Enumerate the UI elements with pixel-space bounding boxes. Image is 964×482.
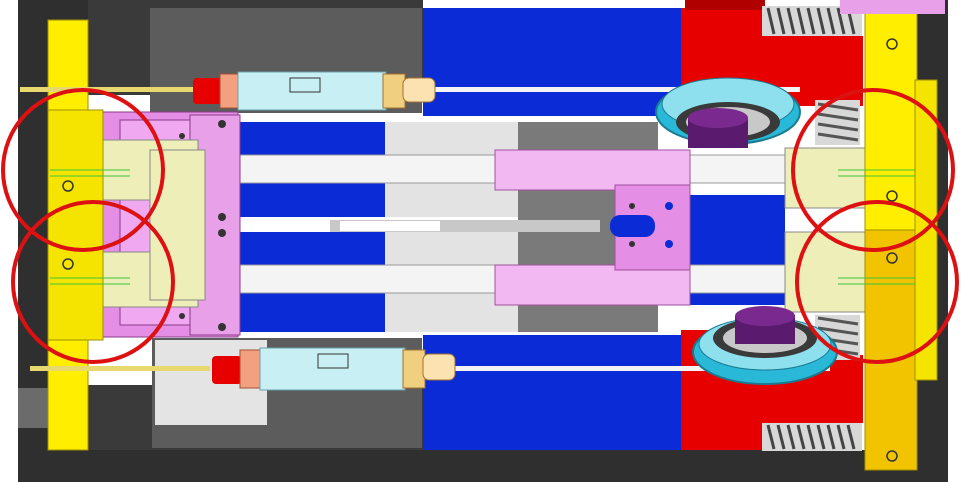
gas-spring-bottom	[30, 347, 830, 391]
blue-block-top	[423, 8, 681, 116]
highlight-circle-right-lower	[795, 200, 959, 364]
pink-slider-block	[494, 149, 691, 306]
coil-spring-bottom	[762, 423, 862, 451]
frame-bottom	[18, 450, 948, 482]
highlight-circle-left-lower	[11, 200, 175, 364]
guide-roller-top	[655, 77, 801, 148]
highlight-circle-right-upper	[791, 88, 955, 252]
highlight-circle-left-upper	[1, 88, 165, 252]
gas-spring-top	[20, 71, 800, 111]
left-cream-web	[149, 149, 206, 301]
red-pocket-top	[685, 0, 765, 10]
guide-roller-bottom	[692, 306, 838, 385]
blue-block-bottom	[423, 335, 681, 450]
right-yellow-plate	[838, 7, 938, 471]
highlight-circles	[1, 88, 959, 364]
central-rail-white	[340, 221, 440, 231]
pink-corner-top-right	[840, 0, 945, 14]
